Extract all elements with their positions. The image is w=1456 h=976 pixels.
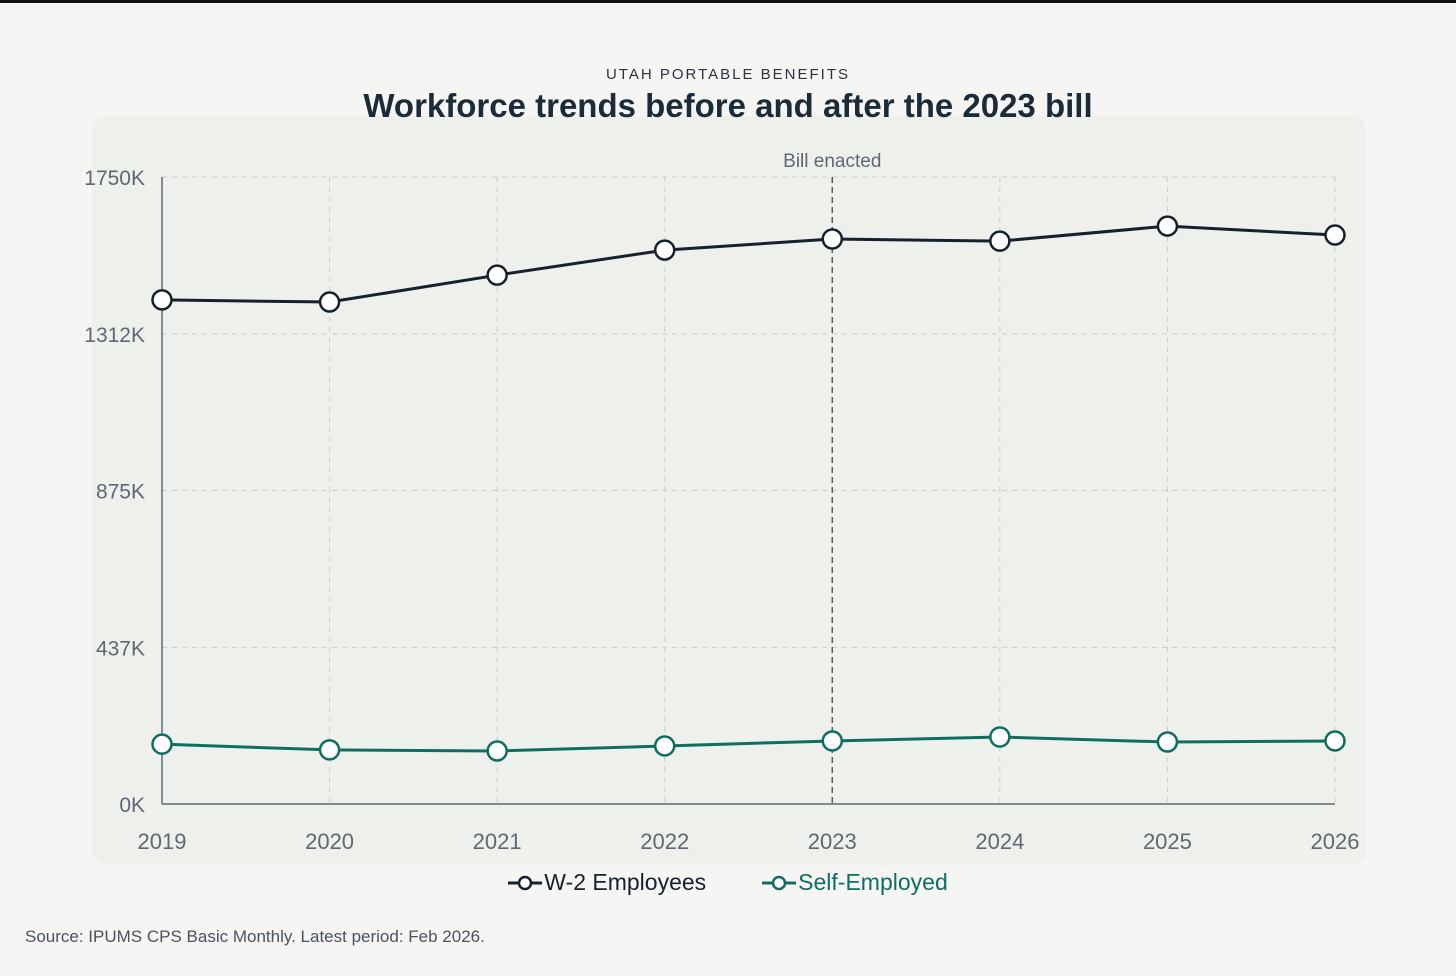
data-point [1156, 215, 1179, 237]
data-point [486, 740, 508, 762]
data-point [989, 726, 1011, 748]
series-line-1 [161, 735, 1336, 753]
legend-label-w2: W-2 Employees [544, 869, 707, 895]
x-tick-label: 2026 [1311, 829, 1360, 854]
source-note: Source: IPUMS CPS Basic Monthly. Latest … [25, 927, 485, 946]
x-tick-label: 2025 [1143, 829, 1192, 854]
y-tick-label: 0K [119, 794, 145, 817]
data-point [318, 739, 341, 761]
x-tick-label: 2020 [305, 829, 354, 854]
data-point [821, 730, 844, 752]
data-point [821, 228, 844, 250]
legend-item-self-employed[interactable]: Self-Employed [762, 869, 948, 896]
chart-title: Workforce trends before and after the 20… [363, 87, 1093, 124]
data-point [1324, 224, 1346, 246]
y-tick-label: 875K [96, 481, 145, 504]
bill-enacted-label: Bill enacted [783, 151, 881, 172]
data-point [486, 264, 508, 286]
chart-eyebrow: UTAH PORTABLE BENEFITS [605, 66, 851, 83]
data-point [653, 735, 676, 757]
legend: W-2 Employees Self-Employed [0, 869, 1456, 896]
y-tick-label: 437K [96, 637, 145, 660]
x-tick-label: 2023 [808, 829, 857, 854]
data-point [1156, 731, 1179, 753]
data-point [151, 289, 173, 311]
x-tick-label: 2019 [138, 829, 187, 854]
data-point [989, 230, 1011, 252]
legend-item-w2[interactable]: W-2 Employees [508, 869, 706, 896]
y-tick-label: 1750K [84, 167, 145, 190]
data-point [1324, 730, 1346, 752]
data-point [151, 733, 173, 755]
line-chart: 0K 437K 875K 1312K 1750K 2019 2020 2021 2022 2023… [84, 151, 1360, 854]
data-point [318, 291, 341, 313]
legend-marker-w2-icon [508, 875, 543, 890]
x-tick-label: 2022 [640, 829, 689, 854]
y-tick-label: 1312K [84, 324, 145, 347]
data-point [653, 239, 676, 261]
legend-label-self-employed: Self-Employed [798, 869, 948, 895]
series-line-0 [161, 224, 1336, 304]
legend-marker-self-employed-icon [762, 875, 797, 890]
x-tick-label: 2021 [473, 829, 522, 854]
x-tick-label: 2024 [975, 829, 1024, 854]
